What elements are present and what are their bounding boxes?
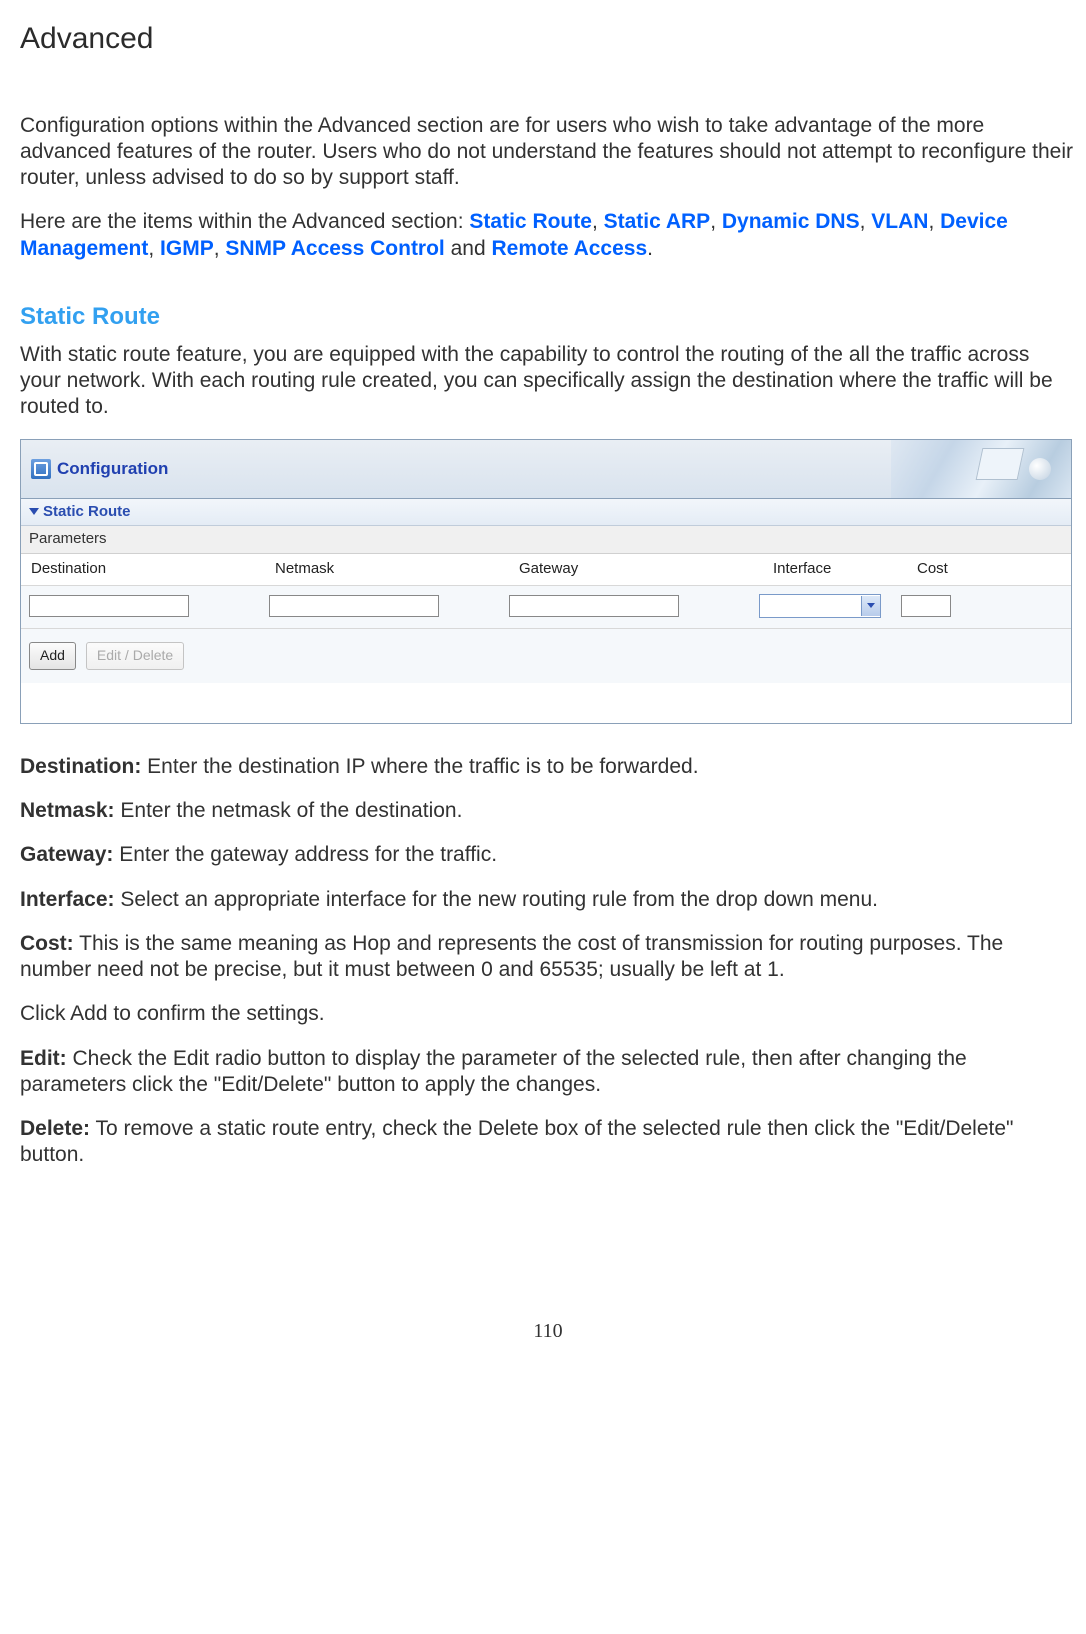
sep: , [592, 210, 604, 233]
chevron-down-icon [861, 596, 880, 616]
delete-text: To remove a static route entry, check th… [20, 1117, 1013, 1166]
intro-prefix: Here are the items within the Advanced s… [20, 210, 469, 233]
link-static-arp[interactable]: Static ARP [604, 210, 711, 233]
page-number: 110 [20, 1319, 1076, 1344]
col-interface: Interface [771, 556, 915, 583]
col-destination: Destination [29, 556, 273, 583]
section-bar-label: Static Route [43, 503, 131, 520]
edit-label: Edit: [20, 1047, 67, 1070]
config-header: Configuration [21, 440, 1071, 499]
link-dynamic-dns[interactable]: Dynamic DNS [722, 210, 860, 233]
sep: , [710, 210, 722, 233]
field-netmask: Netmask: Enter the netmask of the destin… [20, 798, 1076, 824]
edit-text: Check the Edit radio button to display t… [20, 1047, 967, 1096]
netmask-input[interactable] [269, 595, 439, 617]
config-header-decorative-image [891, 440, 1071, 498]
edit-note: Edit: Check the Edit radio button to dis… [20, 1046, 1076, 1099]
page-title: Advanced [20, 20, 1076, 58]
field-interface-label: Interface: [20, 888, 115, 911]
link-igmp[interactable]: IGMP [160, 237, 214, 260]
field-destination-label: Destination: [20, 755, 141, 778]
col-gateway: Gateway [517, 556, 771, 583]
config-icon [31, 459, 51, 479]
field-netmask-text: Enter the netmask of the destination. [115, 799, 463, 822]
field-gateway-label: Gateway: [20, 843, 113, 866]
inputs-row [21, 586, 1071, 629]
intro-paragraph-2: Here are the items within the Advanced s… [20, 209, 1076, 262]
sep: , [148, 237, 160, 260]
cost-input[interactable] [901, 595, 951, 617]
interface-select[interactable] [759, 594, 881, 618]
static-route-intro: With static route feature, you are equip… [20, 342, 1076, 421]
edit-delete-button[interactable]: Edit / Delete [86, 642, 184, 670]
col-netmask: Netmask [273, 556, 517, 583]
delete-label: Delete: [20, 1117, 90, 1140]
destination-input[interactable] [29, 595, 189, 617]
sep: , [928, 210, 940, 233]
field-destination: Destination: Enter the destination IP wh… [20, 754, 1076, 780]
section-heading-static-route: Static Route [20, 302, 1076, 332]
field-cost: Cost: This is the same meaning as Hop an… [20, 931, 1076, 984]
link-static-route[interactable]: Static Route [469, 210, 592, 233]
field-interface: Interface: Select an appropriate interfa… [20, 887, 1076, 913]
field-cost-label: Cost: [20, 932, 74, 955]
collapse-triangle-icon [29, 508, 39, 515]
field-cost-text: This is the same meaning as Hop and repr… [20, 932, 1003, 981]
parameters-bar: Parameters [21, 526, 1071, 554]
link-vlan[interactable]: VLAN [871, 210, 928, 233]
delete-note: Delete: To remove a static route entry, … [20, 1116, 1076, 1169]
col-cost: Cost [915, 556, 999, 583]
field-interface-text: Select an appropriate interface for the … [115, 888, 878, 911]
link-remote-access[interactable]: Remote Access [492, 237, 648, 260]
field-gateway: Gateway: Enter the gateway address for t… [20, 842, 1076, 868]
intro-paragraph-1: Configuration options within the Advance… [20, 113, 1076, 192]
field-gateway-text: Enter the gateway address for the traffi… [113, 843, 497, 866]
config-header-title-wrap: Configuration [31, 458, 168, 479]
screenshot-spacer [21, 683, 1071, 723]
section-bar-static-route[interactable]: Static Route [21, 499, 1071, 527]
config-screenshot: Configuration Static Route Parameters De… [20, 439, 1072, 724]
and: and [445, 237, 492, 260]
sep: , [860, 210, 872, 233]
column-headers-row: Destination Netmask Gateway Interface Co… [21, 554, 1071, 586]
config-header-title: Configuration [57, 458, 168, 479]
field-netmask-label: Netmask: [20, 799, 115, 822]
gateway-input[interactable] [509, 595, 679, 617]
link-snmp[interactable]: SNMP Access Control [225, 237, 444, 260]
add-note: Click Add to confirm the settings. [20, 1001, 1076, 1027]
field-destination-text: Enter the destination IP where the traff… [141, 755, 698, 778]
add-button[interactable]: Add [29, 642, 76, 670]
buttons-row: Add Edit / Delete [21, 629, 1071, 683]
sep: , [214, 237, 226, 260]
intro-suffix: . [647, 237, 653, 260]
